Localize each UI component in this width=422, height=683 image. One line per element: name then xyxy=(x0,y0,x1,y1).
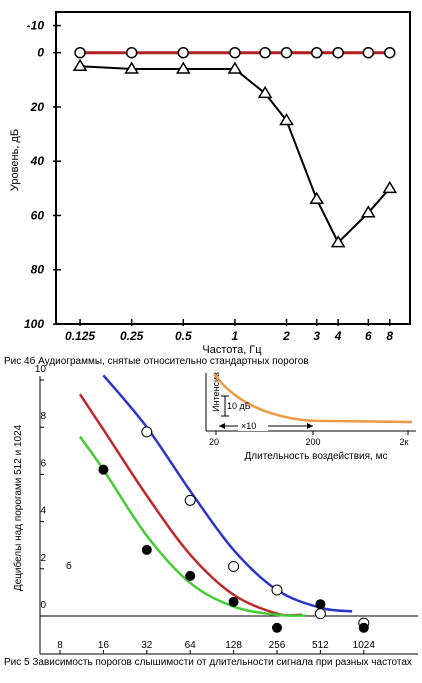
threshold-x-tick-label: 16 xyxy=(98,640,110,651)
audiogram-chart: -10 0 20 40 60 80 100 0.125 0.25 0.5 1 2 3 4 6 8 Частот… xyxy=(9,11,411,356)
audiogram-triangle-point xyxy=(72,58,88,72)
inset-intensity-curve xyxy=(213,373,413,424)
audiogram-circle-point xyxy=(310,46,323,59)
inset-tick-label: 200 xyxy=(305,437,320,447)
threshold-open-point xyxy=(228,560,240,572)
audiogram-circle-point xyxy=(332,46,344,59)
audiogram-x-tick-label: 1 xyxy=(232,329,239,343)
audiogram-circle-point xyxy=(177,46,190,59)
threshold-filled-point xyxy=(315,599,326,610)
audiogram-triangle-point xyxy=(309,191,325,204)
duration-inset: Интенсив 10 дБ ×10 20 200 2к Длительност… xyxy=(204,368,418,462)
threshold-caption: Рис 5 Зависимость порогов слышимости от … xyxy=(4,657,412,668)
threshold-open-point xyxy=(141,426,153,438)
audiogram-y-tick-label: 80 xyxy=(31,263,45,277)
threshold-x-tick-label: 32 xyxy=(141,640,153,651)
threshold-x-tick-label: 8 xyxy=(57,640,63,651)
inset-x-axis-label: Длительность воздействия, мс xyxy=(245,451,388,462)
audiogram-circle-point xyxy=(280,46,293,59)
threshold-filled-point xyxy=(185,570,196,581)
threshold-filled-point xyxy=(98,464,109,475)
audiogram-x-tick-label: 0.125 xyxy=(65,329,95,343)
threshold-side-label: б xyxy=(66,560,72,572)
threshold-y-tick-label: 2 xyxy=(40,553,46,564)
threshold-filled-point xyxy=(228,596,239,607)
threshold-y-tick-label: 10 xyxy=(35,364,47,375)
threshold-open-point xyxy=(184,494,196,506)
audiogram-circle-point xyxy=(229,46,241,59)
audiogram-y-tick-label: 60 xyxy=(31,208,45,222)
audiogram-triangle-point xyxy=(257,85,273,99)
threshold-x-tick-label: 64 xyxy=(185,640,197,651)
threshold-x-tick-label: 1024 xyxy=(353,640,376,651)
audiogram-x-tick-label: 4 xyxy=(334,329,342,343)
audiogram-series-line xyxy=(79,65,391,245)
audiogram-triangle-point xyxy=(227,61,243,74)
audiogram-plot-frame xyxy=(55,11,411,325)
inset-y-axis-label: Интенсив xyxy=(211,372,221,412)
audiogram-triangle-point xyxy=(124,61,139,74)
audiogram-x-tick-label: 0.5 xyxy=(175,329,192,343)
audiogram-circle-point xyxy=(74,46,86,59)
threshold-x-tick-label: 256 xyxy=(269,640,286,651)
threshold-x-tick-label: 128 xyxy=(225,640,242,651)
audiogram-y-tick-label: 40 xyxy=(30,154,45,168)
audiogram-triangle-point xyxy=(361,205,376,218)
threshold-y-tick-label: 8 xyxy=(40,411,46,422)
audiogram-y-tick-label: -10 xyxy=(27,19,45,33)
threshold-open-point xyxy=(271,584,283,596)
audiogram-y-tick-label: 0 xyxy=(37,46,44,60)
threshold-filled-point xyxy=(272,622,282,633)
threshold-filled-point xyxy=(141,544,152,555)
inset-scale-x-label: ×10 xyxy=(241,421,256,431)
audiogram-y-tick-label: 100 xyxy=(24,317,44,331)
threshold-y-tick-label: 0 xyxy=(40,600,46,611)
audiogram-x-tick-label: 8 xyxy=(386,329,393,343)
threshold-fit-curve xyxy=(78,435,305,617)
audiogram-triangle-point xyxy=(330,235,346,248)
threshold-y-axis-label: Децибелы над порогами 512 и 1024 xyxy=(12,424,24,591)
audiogram-x-tick-label: 2 xyxy=(282,329,290,343)
audiogram-circle-point xyxy=(259,46,271,59)
audiogram-circle-point xyxy=(125,46,138,59)
inset-tick-label: 2к xyxy=(400,437,409,447)
audiogram-y-axis-label: Уровень, дБ xyxy=(9,129,21,191)
audiogram-x-tick-label: 3 xyxy=(313,329,320,343)
audiogram-circle-point xyxy=(383,46,396,59)
threshold-x-tick-label: 512 xyxy=(312,640,329,651)
audiogram-x-tick-label: 0.25 xyxy=(120,329,144,343)
audiogram-x-axis-label: Частота, Гц xyxy=(202,344,262,356)
threshold-y-tick-label: 6 xyxy=(40,458,46,469)
threshold-filled-point xyxy=(358,622,369,633)
audiogram-x-tick-label: 6 xyxy=(365,329,372,343)
inset-tick-label: 20 xyxy=(209,437,219,447)
audiogram-y-tick-label: 20 xyxy=(30,100,45,114)
threshold-y-tick-label: 4 xyxy=(40,506,46,517)
threshold-open-point xyxy=(314,608,326,620)
audiogram-triangle-point xyxy=(175,61,191,74)
audiogram-triangle-point xyxy=(279,113,294,126)
inset-scale-db-label: 10 дБ xyxy=(227,401,251,411)
audiogram-circle-point xyxy=(362,46,375,59)
audiogram-triangle-point xyxy=(382,180,398,194)
audiogram-caption: Рис 4б Аудиограммы, снятые относительно … xyxy=(4,356,309,367)
